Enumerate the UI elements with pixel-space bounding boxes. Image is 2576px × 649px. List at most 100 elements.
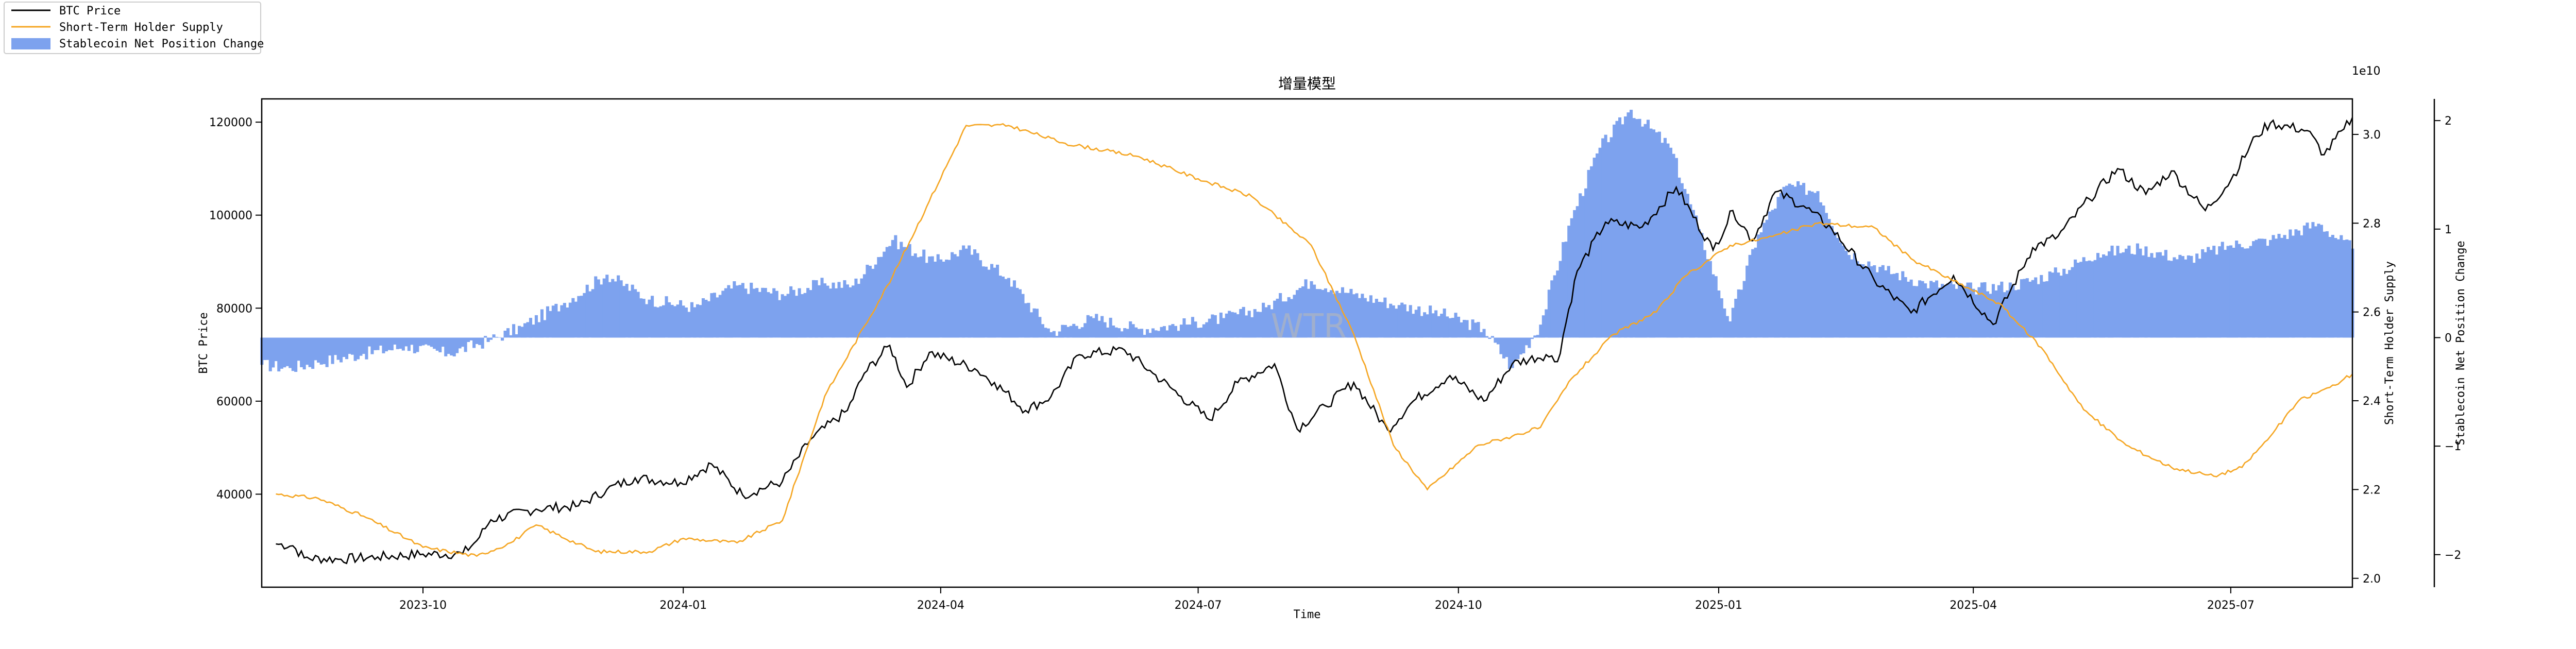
stablecoin-bar [1448, 318, 1452, 338]
stablecoin-bar [2147, 257, 2150, 338]
stablecoin-bar [2099, 258, 2103, 338]
legend-label-sth-supply: Short-Term Holder Supply [59, 21, 223, 34]
stablecoin-bar [2325, 231, 2329, 338]
stablecoin-bar [973, 249, 977, 338]
stablecoin-bar [913, 253, 917, 338]
stablecoin-bar [2184, 259, 2188, 338]
stablecoin-bar [874, 264, 877, 338]
stablecoin-bar [1420, 316, 1423, 338]
stablecoin-bar [772, 288, 776, 338]
stablecoin-bar [1955, 288, 1958, 338]
stablecoin-bar [891, 240, 894, 338]
stablecoin-bar [826, 285, 829, 338]
stablecoin-bar [2031, 280, 2035, 338]
stablecoin-bar [930, 256, 934, 338]
stablecoin-bar [2218, 246, 2222, 338]
stablecoin-bar [1363, 298, 1367, 338]
stablecoin-bar [444, 337, 448, 356]
stablecoin-bar [1567, 226, 1571, 338]
y-right-tick-label: 2.8 [2363, 217, 2381, 230]
stablecoin-bar [2334, 238, 2337, 338]
stablecoin-bar [302, 337, 306, 370]
stablecoin-bar [648, 299, 651, 338]
stablecoin-bar [1932, 282, 1936, 338]
stablecoin-bar [1372, 302, 1376, 338]
stablecoin-bar [2190, 255, 2193, 338]
stablecoin-bar [981, 266, 985, 338]
stablecoin-bar [1776, 197, 1780, 338]
stablecoin-bar [1924, 283, 1927, 338]
stablecoin-bar [750, 282, 753, 338]
x-tick-label: 2025-07 [2207, 599, 2255, 612]
stablecoin-bar [2079, 262, 2083, 338]
stablecoin-bar [1669, 147, 1672, 338]
x-tick-label: 2024-10 [1435, 599, 1482, 612]
stablecoin-bar [2025, 278, 2029, 338]
stablecoin-bar [317, 337, 320, 363]
stablecoin-bar [1474, 322, 1478, 338]
stablecoin-bar [1307, 288, 1311, 338]
stablecoin-bar [1434, 310, 1438, 338]
stablecoin-bar [549, 311, 552, 338]
stablecoin-bar [1505, 337, 1509, 357]
stablecoin-bar [1414, 310, 1418, 338]
stablecoin-bar [2340, 235, 2343, 338]
stablecoin-bar [1301, 286, 1305, 338]
stablecoin-bar [1230, 312, 1234, 338]
y-right-tick-label: 2.4 [2363, 395, 2381, 408]
stablecoin-bar [1737, 289, 1740, 338]
stablecoin-bar [566, 308, 569, 338]
stablecoin-bar [1641, 126, 1645, 338]
stablecoin-bar [928, 256, 931, 338]
stablecoin-bar [2071, 267, 2074, 338]
stablecoin-bar [1663, 138, 1667, 338]
stablecoin-bar [1836, 237, 1839, 338]
stablecoin-bar [602, 278, 606, 338]
stablecoin-bar [2161, 255, 2165, 338]
stablecoin-bar [600, 284, 603, 338]
stablecoin-bar [2136, 243, 2139, 338]
stablecoin-bar [1329, 290, 1333, 338]
stablecoin-bar [407, 337, 411, 351]
stablecoin-bar [690, 302, 693, 338]
stablecoin-bar [1007, 278, 1010, 338]
stablecoin-bar [2133, 254, 2137, 338]
stablecoin-bar [2105, 255, 2108, 338]
stablecoin-bar [1162, 326, 1166, 338]
stablecoin-bar [1296, 290, 1299, 338]
stablecoin-bar [1044, 328, 1047, 338]
stablecoin-bar [2232, 248, 2235, 338]
stablecoin-bar [1250, 317, 1254, 338]
y-right-axis-label: Short-Term Holder Supply [2383, 261, 2396, 425]
stablecoin-bar [588, 291, 592, 338]
stablecoin-bar [1386, 308, 1389, 338]
stablecoin-bar [413, 337, 416, 353]
stablecoin-bar [993, 267, 996, 338]
stablecoin-bar [331, 337, 334, 364]
stablecoin-bar [1547, 289, 1551, 338]
stablecoin-bar [1660, 143, 1664, 338]
stablecoin-bar [2277, 234, 2281, 338]
y-right-tick-label: 2.0 [2363, 573, 2381, 586]
stablecoin-bar [902, 247, 906, 338]
stablecoin-bar [786, 294, 790, 338]
stablecoin-bar [1974, 294, 1978, 338]
stablecoin-bar [894, 235, 897, 338]
stablecoin-bar [1943, 285, 1947, 338]
stablecoin-bar [1349, 288, 1353, 338]
stablecoin-bar [486, 337, 490, 342]
stablecoin-bar [2059, 276, 2063, 338]
stablecoin-bar [1765, 219, 1769, 338]
stablecoin-bar [857, 284, 860, 338]
stablecoin-bar [2297, 230, 2300, 338]
stablecoin-bar [501, 337, 504, 341]
stablecoin-bar [1324, 288, 1327, 338]
stablecoin-bar [896, 249, 900, 338]
stablecoin-bar [1827, 219, 1831, 338]
stablecoin-bar [1208, 318, 1211, 338]
stablecoin-bar [1355, 293, 1359, 338]
stablecoin-bar [862, 274, 866, 338]
stablecoin-bar [1573, 210, 1577, 338]
stablecoin-bar [1703, 250, 1706, 338]
